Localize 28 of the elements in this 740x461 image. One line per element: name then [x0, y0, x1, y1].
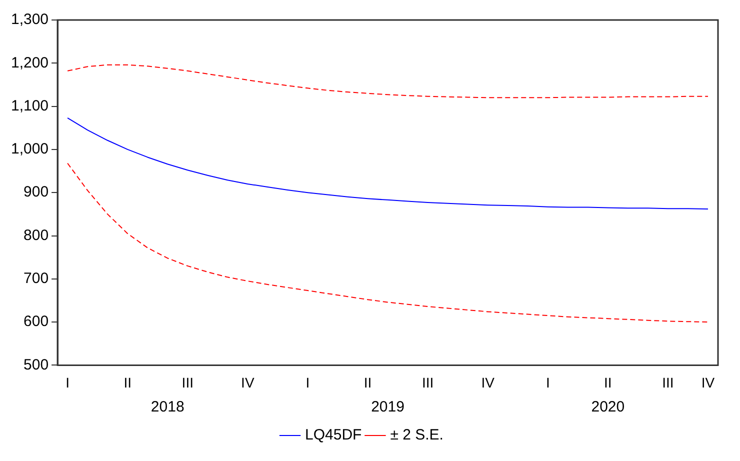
legend-label: LQ45DF: [305, 426, 362, 444]
x-tick-label: III: [662, 374, 674, 390]
x-tick-label: II: [604, 374, 612, 390]
x-tick-label: III: [182, 374, 194, 390]
text: 2020: [591, 398, 625, 416]
text: 2019: [371, 398, 404, 416]
text: 2018: [150, 398, 184, 416]
x-tick-label: I: [546, 374, 550, 390]
x-tick-label: I: [306, 374, 310, 390]
x-tick-label: IV: [701, 374, 716, 390]
y-tick-label: 600: [24, 313, 49, 330]
y-tick-label: 1,000: [10, 140, 49, 158]
x-tick-label: IV: [481, 374, 496, 390]
line-series: [67, 162, 708, 323]
y-tick-label: 700: [24, 270, 49, 288]
x-tick-label: I: [66, 374, 70, 390]
line-series: [67, 64, 708, 98]
y-tick-label: 900: [24, 184, 49, 201]
y-tick-label: 1,200: [10, 54, 49, 72]
x-tick-label: III: [422, 374, 434, 390]
y-tick-label: 1,300: [10, 11, 49, 28]
y-tick-label: 500: [24, 356, 49, 374]
y-tick-label: 800: [24, 226, 49, 244]
x-tick-label: II: [364, 374, 372, 390]
y-tick-label: 1,100: [10, 97, 49, 114]
legend-label: ± 2 S.E.: [390, 426, 444, 444]
x-tick-label: II: [124, 374, 132, 390]
x-tick-label: IV: [241, 374, 255, 390]
